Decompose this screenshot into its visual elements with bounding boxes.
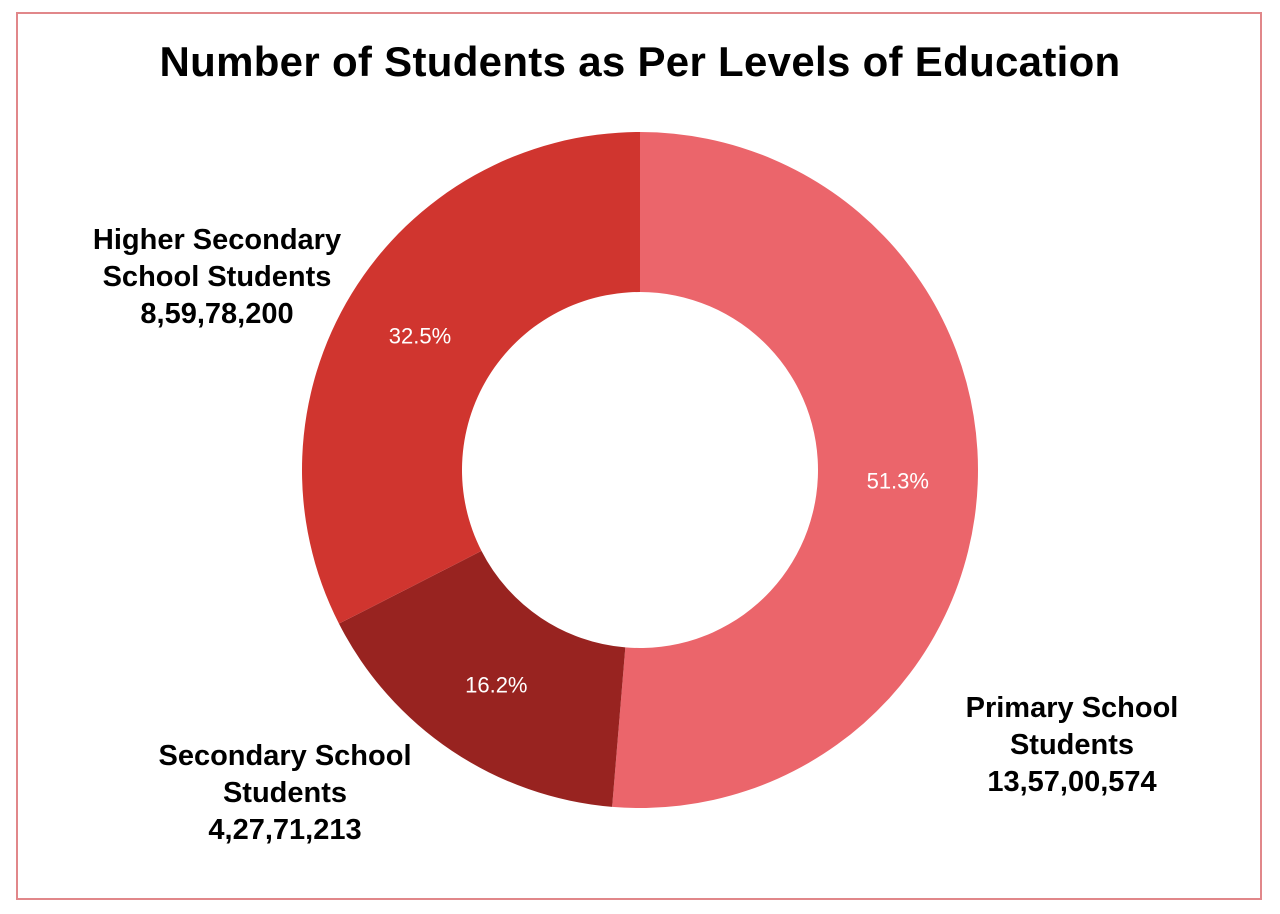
slice-primary (612, 132, 978, 808)
slice-higher-secondary (302, 132, 640, 624)
label-higher-secondary-name: Higher Secondary School Students (92, 224, 342, 293)
pct-label-secondary: 16.2% (465, 672, 527, 697)
label-higher-secondary-value: 8,59,78,200 (140, 298, 294, 330)
slice-secondary (338, 550, 626, 807)
pct-label-higher-secondary: 32.5% (389, 323, 451, 348)
label-primary-value: 13,57,00,574 (987, 766, 1157, 798)
label-secondary-name: Secondary School Students (158, 740, 412, 809)
label-primary-name: Primary School Students (965, 692, 1179, 761)
label-primary: Primary School Students 13,57,00,574 (902, 690, 1242, 801)
label-secondary-value: 4,27,71,213 (208, 814, 362, 846)
pct-label-primary: 51.3% (867, 469, 929, 494)
label-higher-secondary: Higher Secondary School Students 8,59,78… (47, 222, 387, 333)
chart-title: Number of Students as Per Levels of Educ… (159, 38, 1121, 85)
chart-frame (16, 12, 1262, 900)
label-secondary: Secondary School Students 4,27,71,213 (115, 738, 455, 849)
